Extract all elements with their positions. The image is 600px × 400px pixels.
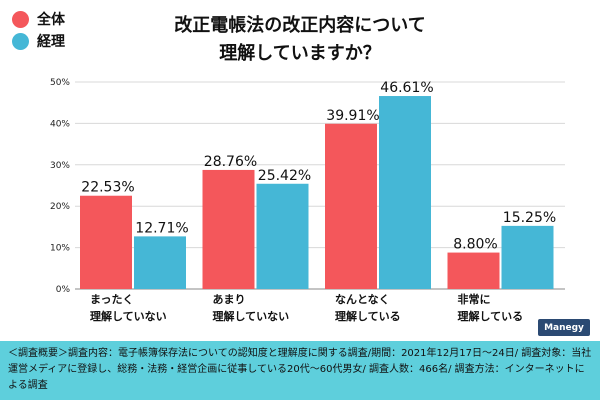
legend: 全体 経理 [12,8,65,52]
bar-1-1 [80,195,132,289]
bar-2-1 [134,236,186,289]
x-category-label: 非常に [458,292,491,306]
x-category-label: あまり [213,293,246,306]
bar-1-4 [447,252,500,289]
bar-1-3 [325,123,377,289]
x-category-label: なんとなく [335,293,390,306]
legend-label-series1: 全体 [37,12,65,28]
legend-swatch-series2 [12,32,29,50]
chart-title-line2: 理解していますか？ [219,43,381,64]
data-label: 12.71% [135,220,188,236]
bar-chart: 0% 10% 20% 30% 40% 50% 22.53% 12.71% まったく理解していない… [50,78,565,323]
x-category-label: 理解していない [213,309,290,323]
bar-1-2 [202,169,255,289]
data-label: 8.80% [453,237,497,253]
data-label: 39.91% [326,108,379,124]
data-label: 28.76% [204,154,257,170]
y-tick-label: 40% [50,119,70,129]
survey-summary-text: ＜調査概要＞調査内容：電子帳簿保存法についての認知度と理解度に関する調査/期間：… [8,348,592,391]
y-tick-label: 20% [50,202,70,212]
survey-footer: ＜調査概要＞調査内容：電子帳簿保存法についての認知度と理解度に関する調査/期間：… [0,341,600,400]
data-label: 22.53% [81,180,134,196]
x-category-label: 理解していない [90,309,167,323]
legend-item-series1: 全体 [12,8,65,30]
data-label: 46.61% [380,80,433,96]
y-tick-label: 30% [50,161,70,171]
brand-logo: Manegy [538,319,590,336]
legend-label-series2: 経理 [37,34,65,50]
chart-title-line1: 改正電帳法の改正内容について [174,15,426,36]
x-category-label: まったく [90,293,134,306]
y-tick-label: 0% [56,285,71,295]
legend-swatch-series1 [12,10,29,28]
y-tick-label: 50% [50,78,70,88]
data-label: 25.42% [258,168,311,184]
y-tick-label: 10% [50,244,70,254]
x-category-label: 理解している [458,309,524,323]
data-label: 15.25% [503,210,556,226]
bar-2-2 [256,183,309,289]
chart-title: 改正電帳法の改正内容について 理解していますか？ [130,12,470,68]
x-category-label: 理解している [335,309,401,323]
bar-2-3 [379,96,431,289]
legend-item-series2: 経理 [12,30,65,52]
bar-2-4 [501,225,554,289]
